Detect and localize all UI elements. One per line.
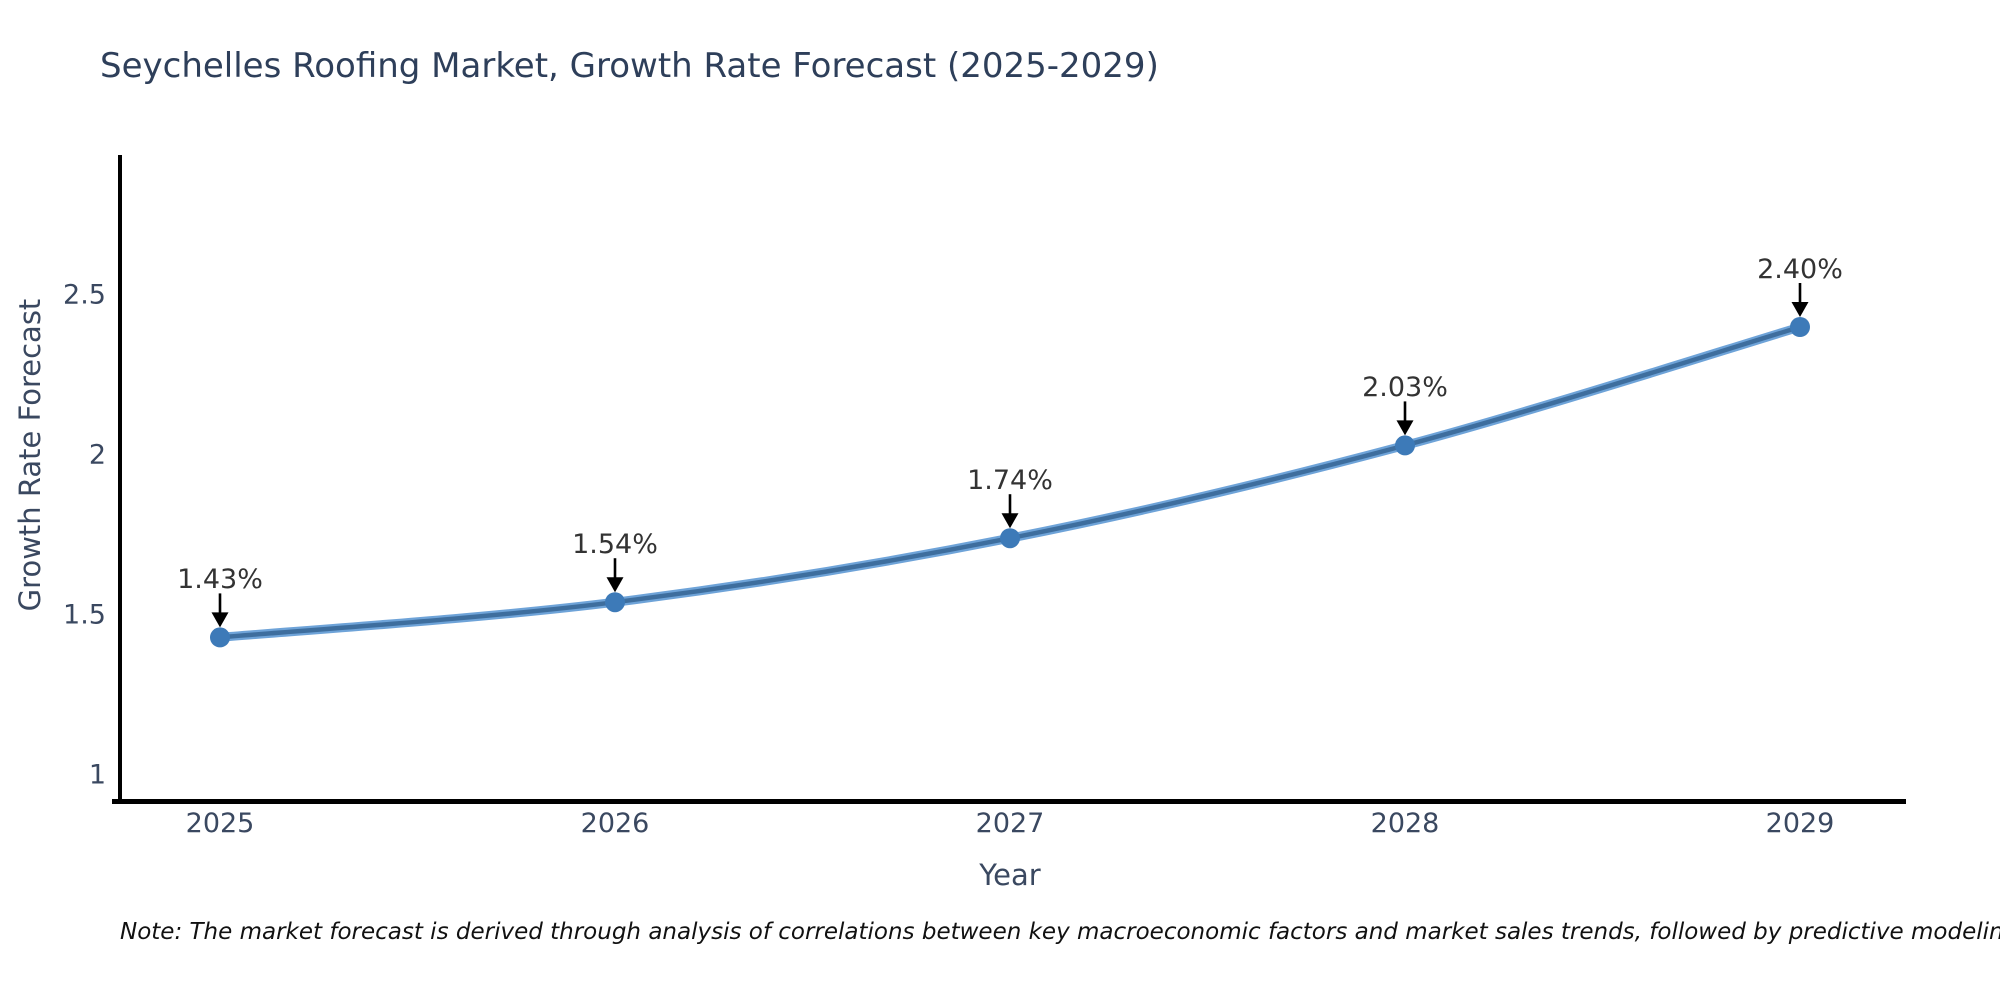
y-axis-line xyxy=(118,155,122,804)
point-label-2028: 2.03% xyxy=(1362,372,1448,404)
annotation-arrowhead-icon xyxy=(606,577,624,593)
x-axis-line xyxy=(112,799,1906,804)
data-point-2025 xyxy=(210,627,230,648)
data-point-2027 xyxy=(1000,528,1020,549)
point-label-2029: 2.40% xyxy=(1757,254,1843,285)
x-tick-2026: 2026 xyxy=(580,808,650,839)
point-label-2026: 1.54% xyxy=(572,529,658,561)
footnote: Note: The market forecast is derived thr… xyxy=(120,919,2000,945)
x-axis-title: Year xyxy=(979,858,1041,892)
x-tick-2025: 2025 xyxy=(185,808,255,839)
y-tick-2.5: 2.5 xyxy=(63,279,106,311)
x-tick-2029: 2029 xyxy=(1765,808,1835,839)
chart-title: Seychelles Roofing Market, Growth Rate F… xyxy=(100,46,1159,86)
point-label-2025: 1.43% xyxy=(177,564,263,596)
data-point-2028 xyxy=(1395,435,1415,456)
data-point-2026 xyxy=(605,592,625,613)
y-tick-2: 2 xyxy=(88,439,106,471)
x-tick-2028: 2028 xyxy=(1370,808,1440,839)
x-tick-2027: 2027 xyxy=(975,808,1045,839)
annotation-arrowhead-icon xyxy=(211,612,229,628)
data-point-2029 xyxy=(1790,317,1810,337)
y-tick-1.5: 1.5 xyxy=(63,599,106,631)
annotation-arrowhead-icon xyxy=(1791,302,1809,317)
y-tick-1: 1 xyxy=(88,759,106,791)
point-label-2027: 1.74% xyxy=(967,465,1053,497)
annotation-arrowhead-icon xyxy=(1001,513,1019,529)
annotation-arrowhead-icon xyxy=(1396,420,1414,436)
